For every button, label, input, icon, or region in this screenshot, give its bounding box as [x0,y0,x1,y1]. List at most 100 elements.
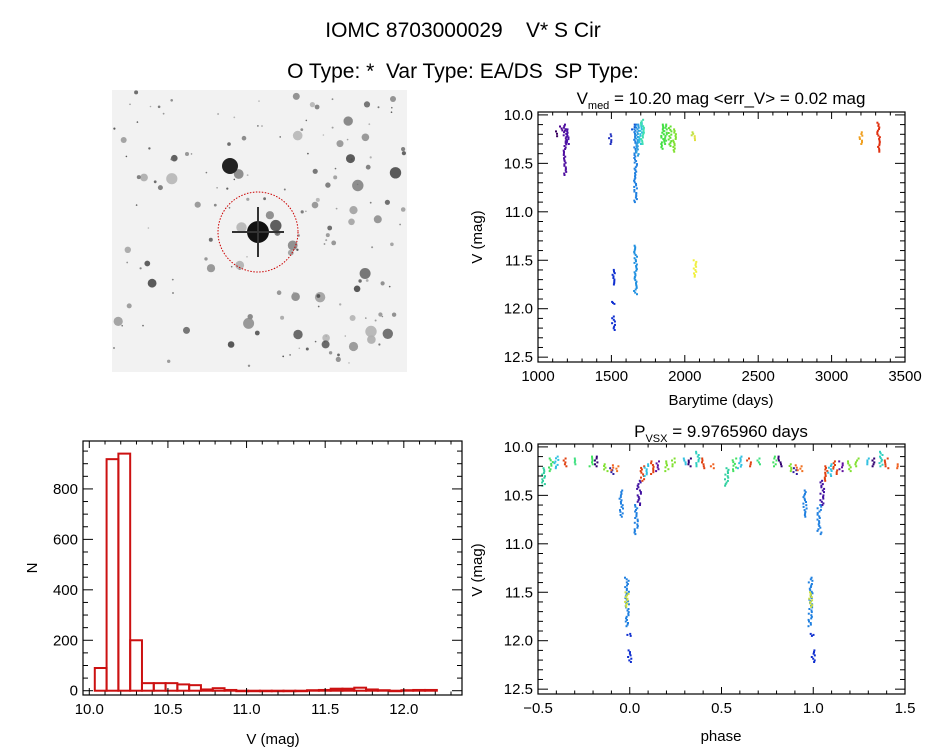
data-point [697,460,700,463]
data-point [661,131,664,134]
star [331,126,334,129]
figure-subtitle: O Type: * Var Type: EA/DS SP Type: [287,60,639,83]
data-point [808,597,811,600]
star [322,334,330,342]
data-point [665,131,668,134]
data-point [596,461,599,464]
data-point [838,460,841,463]
data-point [691,131,694,134]
star [216,187,218,189]
data-point [660,136,663,139]
data-point [612,327,615,330]
data-point [687,459,690,462]
data-point [809,589,812,592]
data-point [633,244,636,247]
data-point [817,523,820,526]
data-point [563,174,566,176]
star [213,203,217,207]
data-point [896,463,899,466]
data-point [697,454,700,456]
data-point [563,158,566,161]
data-point [638,136,641,139]
data-point [641,141,644,144]
data-point [724,483,727,486]
data-point [866,461,869,464]
data-point [847,460,849,463]
star [391,106,393,109]
phased-ylabel: V (mag) [469,543,486,596]
data-point [635,515,638,518]
data-point [620,502,622,505]
data-point [824,479,827,482]
data-point [619,496,622,499]
data-point [640,471,643,474]
data-point [635,512,638,515]
data-point [603,465,606,467]
star [157,105,161,109]
data-point [645,470,648,472]
data-point [871,459,874,462]
data-point [625,589,628,592]
x-tick-label: 3500 [888,368,921,385]
data-point [790,466,793,469]
data-point [738,462,741,465]
data-point [554,460,557,463]
data-point [809,632,812,635]
data-point [877,134,880,137]
data-point [555,457,557,460]
data-point [822,497,825,500]
star [331,240,337,246]
data-point [642,118,645,121]
y-tick-label: 200 [53,632,78,649]
data-point [633,179,636,182]
data-point [841,470,844,473]
data-point [824,465,827,468]
data-point [625,592,628,595]
data-point [633,154,636,156]
data-point [612,301,614,304]
data-point [543,468,546,471]
data-point [866,459,869,462]
star [282,355,285,358]
data-point [662,138,665,141]
data-point [701,461,703,464]
data-point [821,489,824,492]
histogram-bar [329,687,344,692]
data-point [825,466,827,469]
data-point [669,125,672,128]
data-point [701,457,704,460]
star [170,158,173,161]
data-point [780,463,782,466]
data-point [629,634,632,637]
data-point [638,141,641,144]
data-point [656,464,659,467]
data-point [739,460,742,463]
data-point [627,611,630,614]
data-point [880,458,883,461]
data-point [634,141,637,144]
data-point [636,500,639,503]
star [147,227,150,229]
data-point [612,466,615,469]
data-point [841,464,844,467]
data-point [871,465,874,468]
data-point [554,467,557,470]
data-point [595,465,598,468]
star [390,96,396,102]
data-point [740,455,743,458]
data-point [588,465,591,468]
data-point [621,489,624,492]
data-point [803,514,806,516]
data-point [792,467,795,470]
data-point [724,484,727,487]
data-point [726,475,729,478]
data-point [636,255,638,258]
data-point [624,596,627,599]
data-point [563,463,566,466]
data-point [879,465,882,468]
data-point [855,465,858,468]
data-point [635,266,638,269]
data-point [634,125,637,128]
star [246,255,248,258]
data-point [563,157,565,160]
